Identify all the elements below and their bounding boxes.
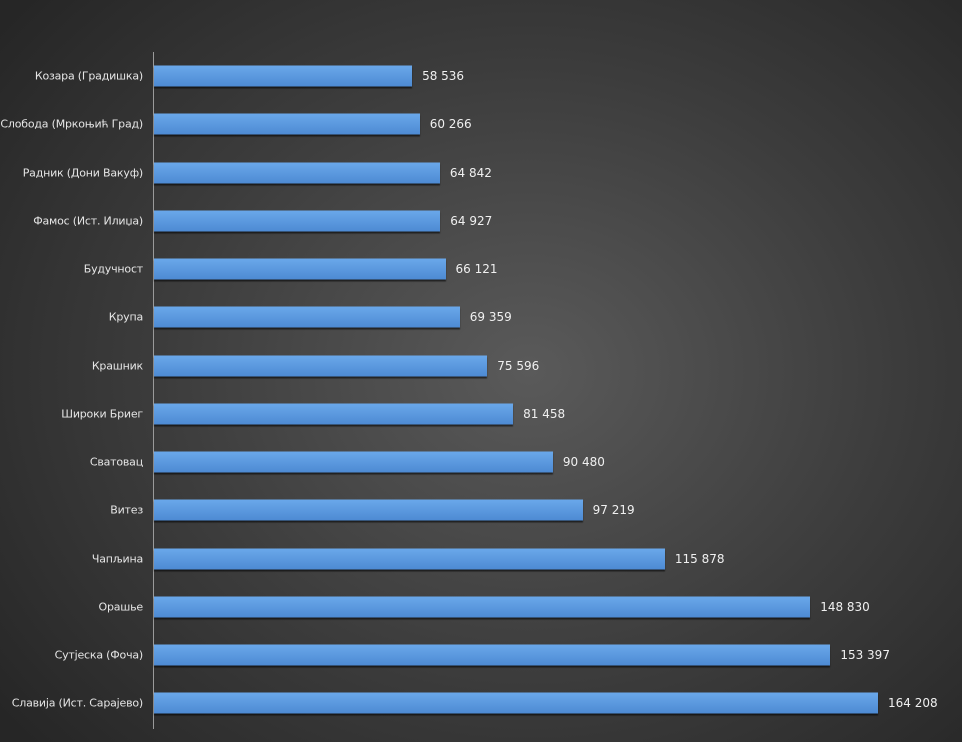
bar bbox=[154, 596, 811, 618]
bar bbox=[154, 403, 514, 425]
data-label: 58 536 bbox=[422, 69, 465, 83]
category-label: Радник (Дони Вакуф) bbox=[22, 166, 143, 179]
bar bbox=[154, 113, 420, 135]
category-label: Витез bbox=[110, 503, 143, 517]
data-label: 60 266 bbox=[429, 117, 472, 132]
category-label: Слобода (Мркоњић Град) bbox=[0, 117, 143, 131]
category-axis-line bbox=[153, 52, 154, 729]
data-label: 148 830 bbox=[820, 599, 870, 614]
data-label: 81 458 bbox=[523, 406, 566, 421]
bar bbox=[154, 548, 665, 569]
data-label: 75 596 bbox=[497, 358, 540, 373]
bar bbox=[154, 499, 583, 521]
category-label: Чапљина bbox=[91, 552, 143, 565]
category-label: Козара (Градишка) bbox=[34, 69, 143, 83]
bar bbox=[154, 692, 878, 714]
category-label: Славија (Ист. Сарајево) bbox=[11, 696, 143, 710]
category-label: Сутјеска (Фоча) bbox=[54, 648, 144, 662]
category-label: Крупа bbox=[108, 310, 143, 324]
data-label: 153 397 bbox=[840, 648, 890, 662]
data-label: 66 121 bbox=[455, 262, 498, 276]
bar bbox=[154, 355, 488, 376]
bar bbox=[154, 65, 413, 87]
data-label: 69 359 bbox=[469, 310, 512, 325]
category-label: Сватовац bbox=[89, 455, 143, 469]
bar bbox=[154, 210, 441, 232]
bar bbox=[154, 451, 553, 473]
data-label: 164 208 bbox=[888, 696, 938, 711]
category-label: Крашник bbox=[91, 359, 143, 372]
bar bbox=[154, 306, 460, 328]
data-label: 90 480 bbox=[562, 455, 605, 469]
category-label: Широки Бриег bbox=[61, 407, 143, 421]
bar bbox=[154, 162, 440, 183]
category-label: Будучност bbox=[83, 262, 143, 276]
category-label: Фамос (Ист. Илиџа) bbox=[33, 214, 143, 228]
bar bbox=[154, 258, 446, 280]
data-label: 97 219 bbox=[592, 503, 635, 518]
category-label: Орашье bbox=[98, 600, 144, 614]
data-label: 115 878 bbox=[674, 551, 725, 566]
data-label: 64 927 bbox=[450, 213, 493, 228]
bar bbox=[154, 644, 831, 666]
data-label: 64 842 bbox=[449, 165, 492, 180]
